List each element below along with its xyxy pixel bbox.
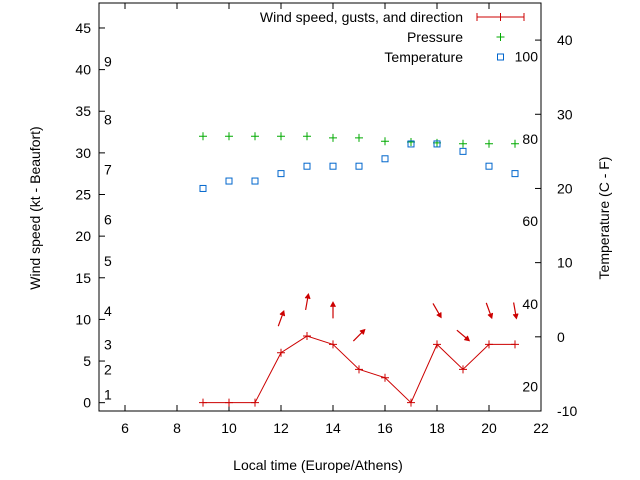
x-tick-label: 20 [481, 420, 497, 436]
wind-speed-point [511, 340, 519, 349]
fahrenheit-label: 80 [522, 131, 538, 147]
y2-tick-label: -10 [557, 403, 577, 419]
pressure-point [381, 137, 389, 146]
beaufort-label: 8 [104, 112, 112, 128]
fahrenheit-label: 60 [522, 213, 538, 229]
x-tick-label: 12 [273, 420, 289, 436]
temperature-point [485, 162, 493, 170]
wind-speed-point [355, 365, 363, 374]
y-tick-label: 20 [75, 228, 91, 244]
y-tick-label: 0 [83, 395, 91, 411]
temperature-point [225, 177, 233, 185]
wind-speed-point [459, 365, 467, 374]
x-tick-label: 8 [173, 420, 181, 436]
y-axis-title: Wind speed (kt - Beaufort) [27, 126, 43, 289]
beaufort-label: 6 [104, 211, 112, 227]
y2-tick-label: 10 [557, 255, 573, 271]
plot-frame [98, 2, 542, 412]
wind-speed-point [277, 348, 285, 357]
beaufort-label: 5 [104, 253, 112, 269]
beaufort-label: 3 [104, 336, 112, 352]
wind-direction-arrow [304, 292, 311, 311]
legend-sample-marker [476, 13, 525, 21]
y-tick-label: 35 [75, 103, 91, 119]
wind-speed-point [485, 340, 493, 349]
y2-tick-label: 40 [557, 32, 573, 48]
fahrenheit-label: 40 [522, 296, 538, 312]
wind-direction-arrow [277, 310, 286, 327]
pressure-point [511, 139, 519, 148]
pressure-point [459, 139, 467, 148]
wind-speed-point [433, 340, 441, 349]
fahrenheit-label: 100 [515, 48, 539, 64]
y-tick-label: 25 [75, 187, 91, 203]
pressure-point [485, 139, 493, 148]
temperature-point [199, 184, 207, 192]
legend-sample-marker [497, 53, 504, 61]
y2-tick-label: 30 [557, 106, 573, 122]
fahrenheit-label: 20 [522, 379, 538, 395]
legend-label: Temperature [384, 49, 463, 65]
temperature-point [511, 170, 519, 178]
wind-direction-arrow [330, 301, 336, 319]
x-tick-label: 14 [325, 420, 341, 436]
y-tick-label: 15 [75, 270, 91, 286]
legend-label: Wind speed, gusts, and direction [260, 9, 463, 25]
x-tick-label: 16 [377, 420, 393, 436]
beaufort-label: 1 [104, 386, 112, 402]
y-tick-label: 30 [75, 145, 91, 161]
pressure-point [329, 133, 337, 142]
y2-tick-label: 0 [557, 329, 565, 345]
axis-ticks: 6 8 10 12 14 16 18 20 22051015202530354045123456… [75, 3, 577, 436]
plot-border [98, 2, 542, 412]
x-tick-label: 22 [533, 420, 549, 436]
temperature-point [355, 162, 363, 170]
wind-speed-point [251, 398, 259, 407]
wind-direction-arrow [485, 302, 494, 320]
y-tick-label: 5 [83, 353, 91, 369]
wind-direction-arrow [352, 328, 366, 342]
wind-speed-point [225, 398, 233, 407]
temperature-point [303, 162, 311, 170]
pressure-point [303, 132, 311, 141]
x-tick-label: 6 [121, 420, 129, 436]
temperature-point [459, 147, 467, 155]
temperature-point [381, 155, 389, 163]
wind-speed-point [329, 340, 337, 349]
beaufort-label: 4 [104, 303, 112, 319]
wind-speed-point [199, 398, 207, 407]
x-tick-label: 18 [429, 420, 445, 436]
series-layer [199, 132, 519, 407]
temperature-point [329, 162, 337, 170]
legend-label: Pressure [407, 29, 463, 45]
temperature-point [433, 140, 441, 148]
pressure-point [199, 132, 207, 141]
legend-sample-marker [496, 33, 505, 41]
y-tick-label: 10 [75, 311, 91, 327]
y-tick-label: 45 [75, 20, 91, 36]
temperature-point [251, 177, 259, 185]
temperature-point [277, 170, 285, 178]
x-axis-title: Local time (Europe/Athens) [233, 457, 403, 473]
y-tick-label: 40 [75, 62, 91, 78]
pressure-point [251, 132, 259, 141]
wind-direction-arrow [512, 302, 519, 320]
wind-speed-point [407, 398, 415, 407]
wind-direction-arrow [432, 303, 442, 319]
pressure-point [225, 132, 233, 141]
temperature-point [407, 140, 415, 148]
pressure-point [355, 133, 363, 142]
x-tick-label: 10 [221, 420, 237, 436]
y2-axis-title: Temperature (C - F) [596, 157, 612, 280]
wind-speed-point [303, 332, 311, 341]
beaufort-label: 9 [104, 53, 112, 69]
wind-speed-point [381, 373, 389, 382]
wind-direction-arrow [456, 329, 471, 342]
beaufort-label: 2 [104, 361, 112, 377]
pressure-point [277, 132, 285, 141]
legend: Wind speed, gusts, and direction Pressure… [260, 9, 525, 65]
beaufort-label: 7 [104, 162, 112, 178]
y2-tick-label: 20 [557, 180, 573, 196]
